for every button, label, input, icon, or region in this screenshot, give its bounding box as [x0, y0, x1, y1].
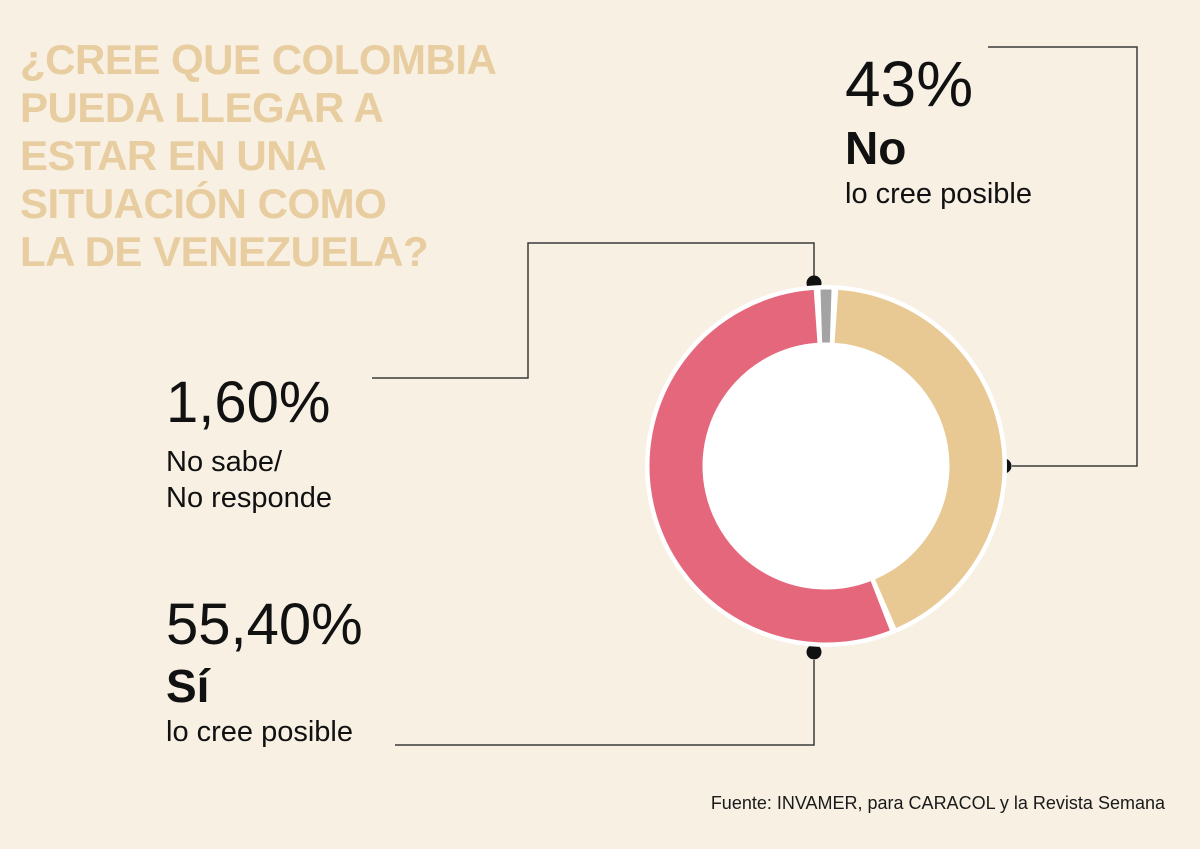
callout-no-percent: 43%: [845, 48, 974, 120]
callout-si-sublabel: lo cree posible: [166, 716, 353, 749]
callout-ns: 1,60% No sabe/ No responde: [166, 374, 332, 517]
callout-no-label: No: [845, 122, 907, 174]
callout-ns-percent: 1,60%: [166, 370, 331, 435]
donut-segment-s-lo-cree-posible: [649, 289, 890, 643]
donut-chart: [645, 285, 1007, 647]
callout-si-percent: 55,40%: [166, 592, 363, 657]
callout-si: 55,40% Sí lo cree posible: [166, 596, 363, 751]
callout-no: 43% No lo cree posible: [845, 52, 1032, 213]
leader-line-si: [395, 660, 815, 746]
donut-segment-no-lo-cree-posible: [834, 289, 1003, 628]
question-title: ¿Cree que Colombia pueda llegar a estar …: [20, 36, 497, 275]
callout-si-label: Sí: [166, 660, 210, 712]
source-credit: Fuente: INVAMER, para CARACOL y la Revis…: [710, 793, 1165, 813]
callout-ns-sublabel: No sabe/ No responde: [166, 446, 333, 515]
callout-no-sublabel: lo cree posible: [845, 178, 1032, 211]
